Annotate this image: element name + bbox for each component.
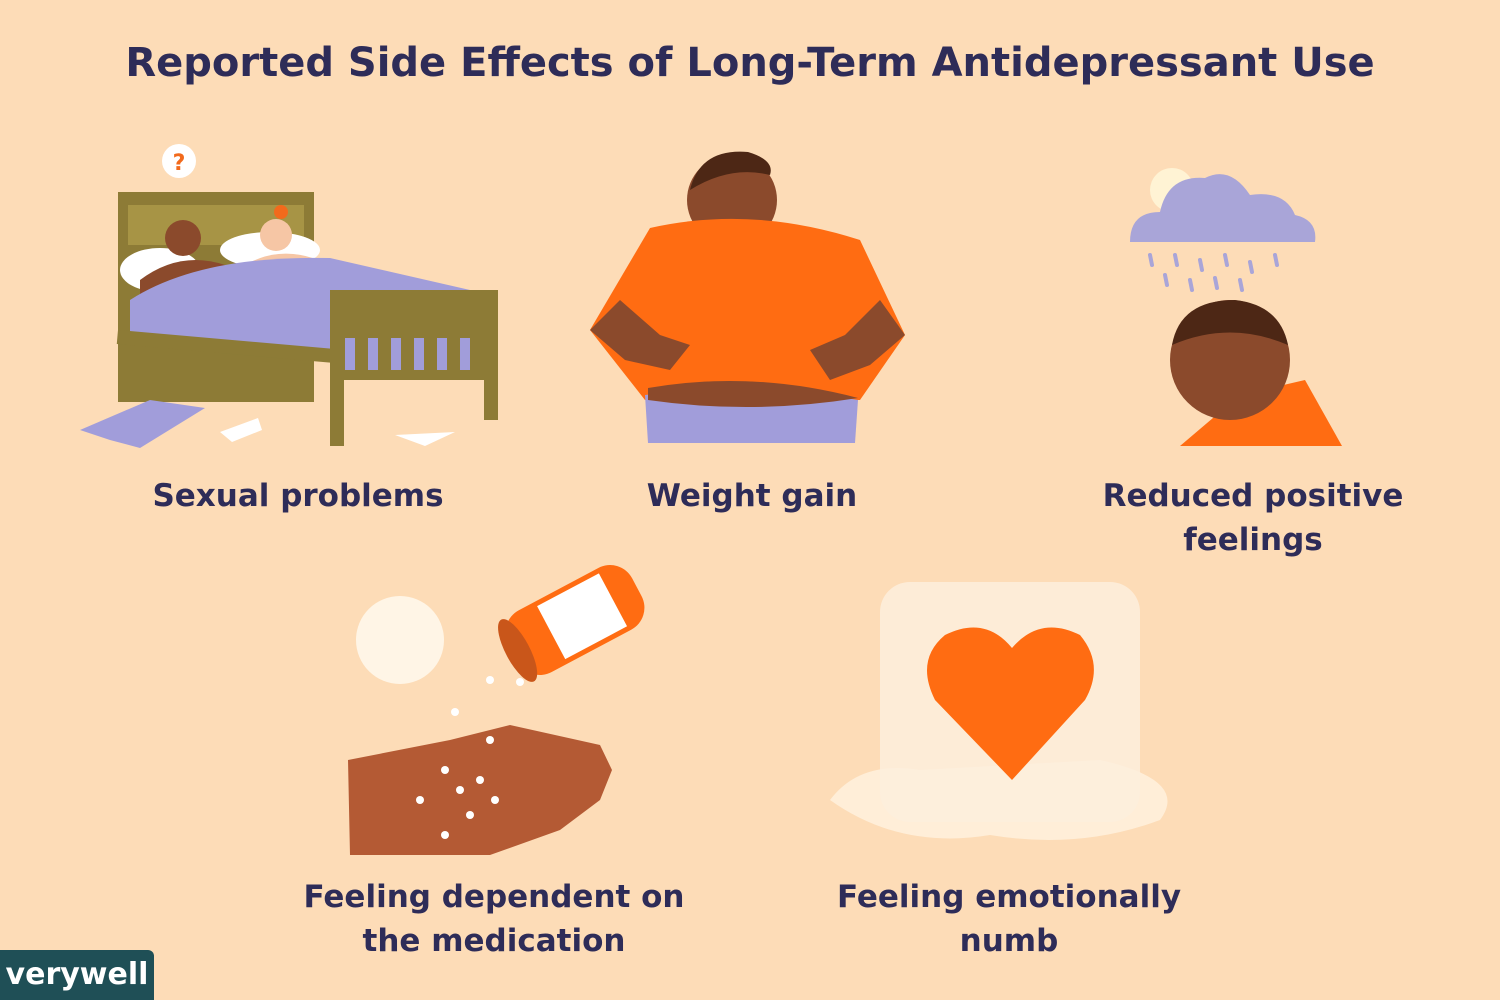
logo: verywell	[0, 950, 154, 1000]
weight-gain-illustration	[590, 151, 905, 443]
svg-text:?: ?	[173, 151, 186, 176]
sad-cloud-illustration	[1130, 168, 1342, 446]
item-label: Feeling dependent on the medication	[303, 879, 685, 959]
medication-illustration	[348, 565, 645, 855]
bed-illustration: ?	[80, 144, 498, 448]
item-label: Feeling emotionally numb	[836, 879, 1182, 959]
title: Reported Side Effects of Long-Term Antid…	[125, 40, 1375, 86]
ice-heart-illustration	[830, 582, 1168, 840]
item-label: Sexual problems	[152, 478, 444, 514]
item-label: Reduced positive feelings	[1102, 478, 1404, 558]
item-label: Weight gain	[646, 478, 858, 514]
